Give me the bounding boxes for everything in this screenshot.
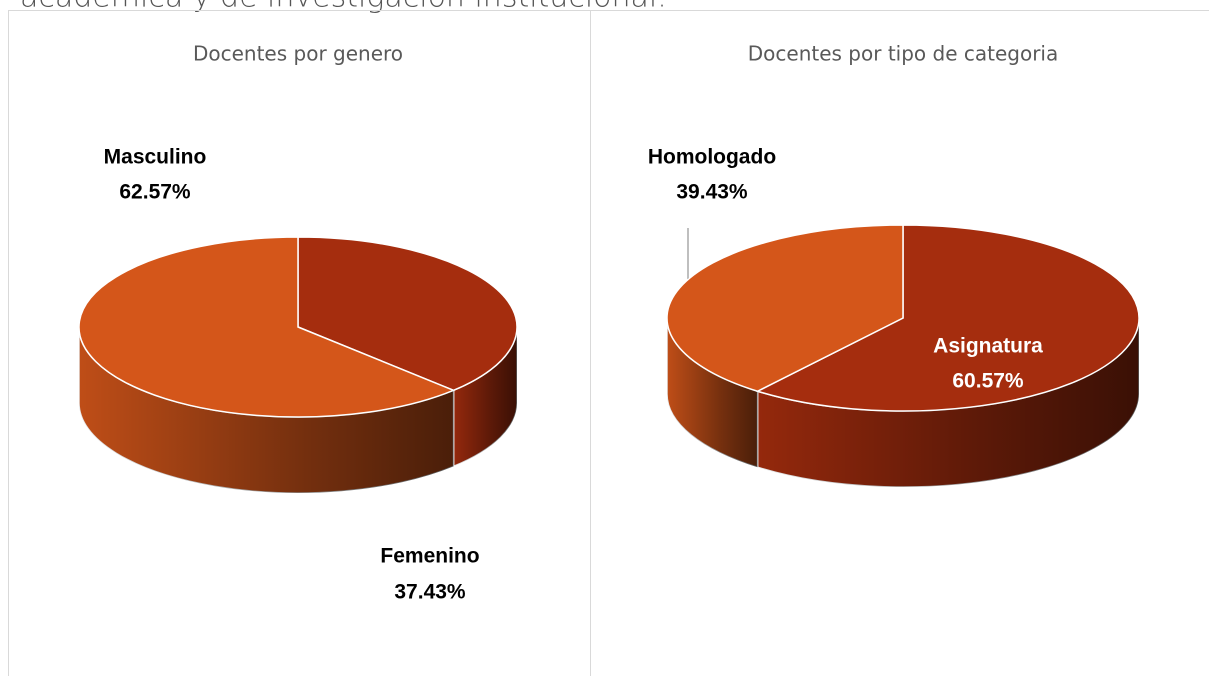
slice-value-label: 62.57% (119, 181, 191, 204)
slice-value-label: 60.57% (952, 370, 1024, 393)
pie-slice (666, 224, 904, 393)
pie-side-shade (667, 318, 758, 468)
slice-value-label: 37.43% (394, 581, 466, 604)
slice-label: Femenino (380, 545, 479, 568)
pie-slice (297, 236, 518, 392)
pie-side-shade (79, 327, 454, 493)
panel (590, 10, 1209, 676)
pie-slice (78, 236, 456, 418)
slice-value-label: 39.43% (676, 181, 748, 204)
pie-slice (755, 224, 1140, 412)
slice-label: Masculino (104, 146, 207, 169)
chart-title: Docentes por tipo de categoria (748, 42, 1058, 66)
chart-title: Docentes por genero (193, 42, 403, 66)
header-text: académica y de investigación institucion… (20, 0, 667, 15)
pie-side-shade (757, 318, 1139, 487)
slice-label: Homologado (648, 146, 776, 169)
slice-label: Asignatura (933, 335, 1043, 358)
